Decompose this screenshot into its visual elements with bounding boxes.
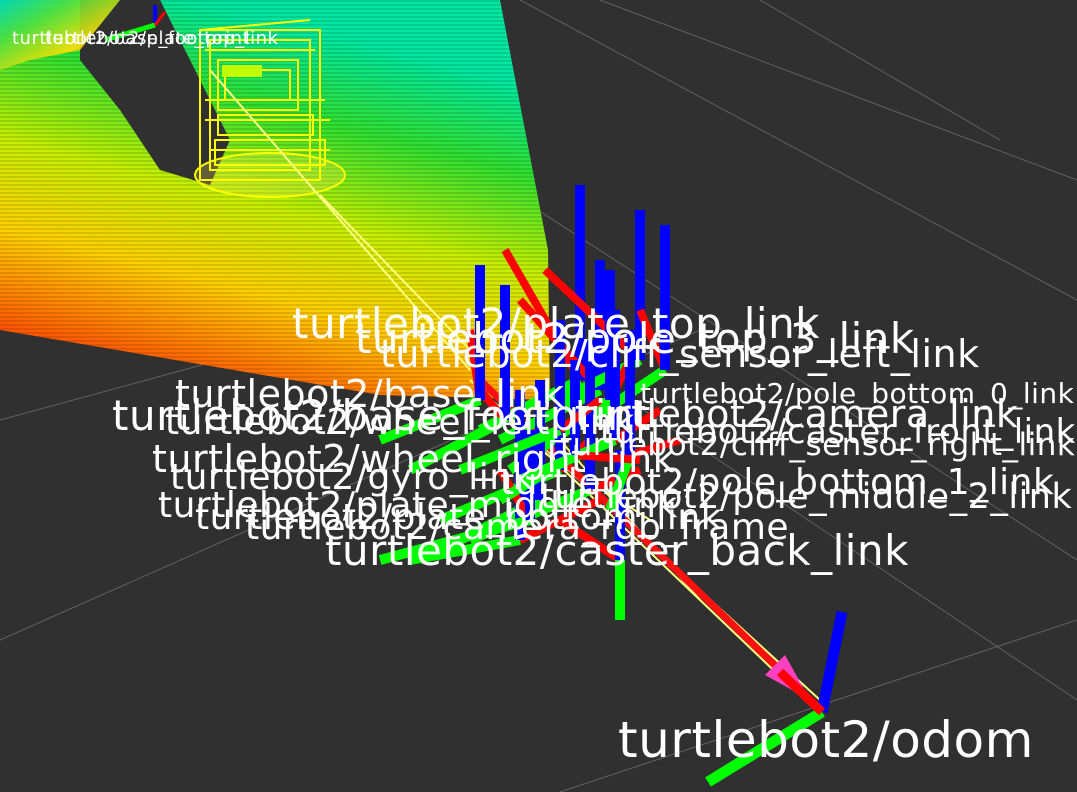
tf-frame-label: turtlebot2/plate_bottom_link [195,497,723,538]
tf-x-axis [628,436,682,459]
tf-frame-label: turtlebot2/cliff_sensor_left_link [380,332,980,376]
robot-base-tf-axes [104,5,167,43]
tf-frame-label: turtlebot2/wheel_right_link [152,437,676,481]
tf-frame-label: turtlebot2/odom [618,711,1034,769]
tf-frame-label: turtlebot2/camera_link [575,392,1019,436]
tf-frame-label: turtlebot2/camera_rgb_frame [245,507,790,548]
tf-frame-label: turtlebot2/plate_top_link [292,299,821,348]
tf-frame-label: turtlebot2/base_link [175,372,565,416]
tf-frame-label: turtlebot2/caster_front_link [600,412,1076,452]
tf-y-axis [378,395,482,445]
tf-frame-label: turtlebot2/gyro_link [170,457,534,498]
tf-frame-label: turtlebot2/base_footprint [12,28,251,49]
tf-frame-label: turtlebot2/wheel_left_link [165,402,635,443]
tf-frame-label: turtlebot2/base_footprint [112,391,651,440]
tf-y-axis [497,450,578,505]
tf-y-axis [409,535,521,565]
tf-x-axis [612,406,663,444]
tf-x-axis [542,267,643,363]
laser-scan-icon [0,0,550,400]
tf-frame-label: turtlebot2/cliff_sensor_right_link [560,427,1076,463]
tf-y-axis [605,453,635,512]
tf-y-axis [407,415,508,475]
tf-frame-label: turtlebot2/caster_back_link [325,526,909,575]
tf-x-axis [557,516,623,564]
tf-x-axis [557,396,603,434]
tf-y-axis [458,425,562,475]
robot-model [194,19,346,198]
tf-frame-label: turtlebot2/pole_middle_2_link [540,477,1073,517]
tf-frame-label: turtlebot2/pole_top_3_link [355,314,915,363]
tf-axes-cluster [378,185,682,620]
tf-frame-label: turtlebot2/pole_bottom_0_link [640,377,1075,410]
tf-frame-label: turtlebot2/pole_bottom_1_link [500,462,1055,503]
odom-tf-axes [705,610,848,787]
tf-y-axis [378,515,532,565]
tf-x-axis [574,451,641,464]
tf-frame-label: turtlebot2/plate_top_link [45,28,279,49]
tf-frame-label: turtlebot2/plate_middle_link [158,485,678,526]
